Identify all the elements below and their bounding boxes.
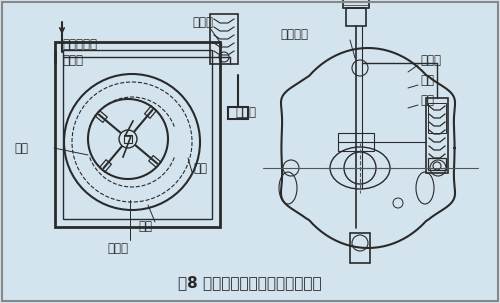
Text: 调压阀: 调压阀 [192,15,213,28]
Text: 壳体: 壳体 [193,161,207,175]
Bar [63,50,212,219]
Bar [346,8,366,26]
Bar [428,103,446,133]
Bar [55,42,220,227]
Bar [228,107,248,119]
Bar [350,233,370,263]
Text: 燃油入口: 燃油入口 [280,28,308,42]
Text: 传动轴: 传动轴 [108,242,128,255]
Text: 图8 输油泵（左）及调压阀（右）: 图8 输油泵（左）及调压阀（右） [178,275,322,291]
Bar [343,0,369,8]
Text: 转子: 转子 [14,142,28,155]
Bar [426,98,448,173]
Text: 来自于油箱
的燃油: 来自于油箱 的燃油 [62,38,97,67]
Bar [210,14,238,64]
Text: 调压阀: 调压阀 [420,54,441,66]
Bar [338,133,374,151]
Text: 去泵体: 去泵体 [235,105,256,118]
Text: 活塞: 活塞 [420,94,434,106]
Bar [428,158,446,170]
Text: 叶片: 叶片 [138,220,152,233]
Text: 弹簧: 弹簧 [420,74,434,86]
Bar [124,135,132,143]
